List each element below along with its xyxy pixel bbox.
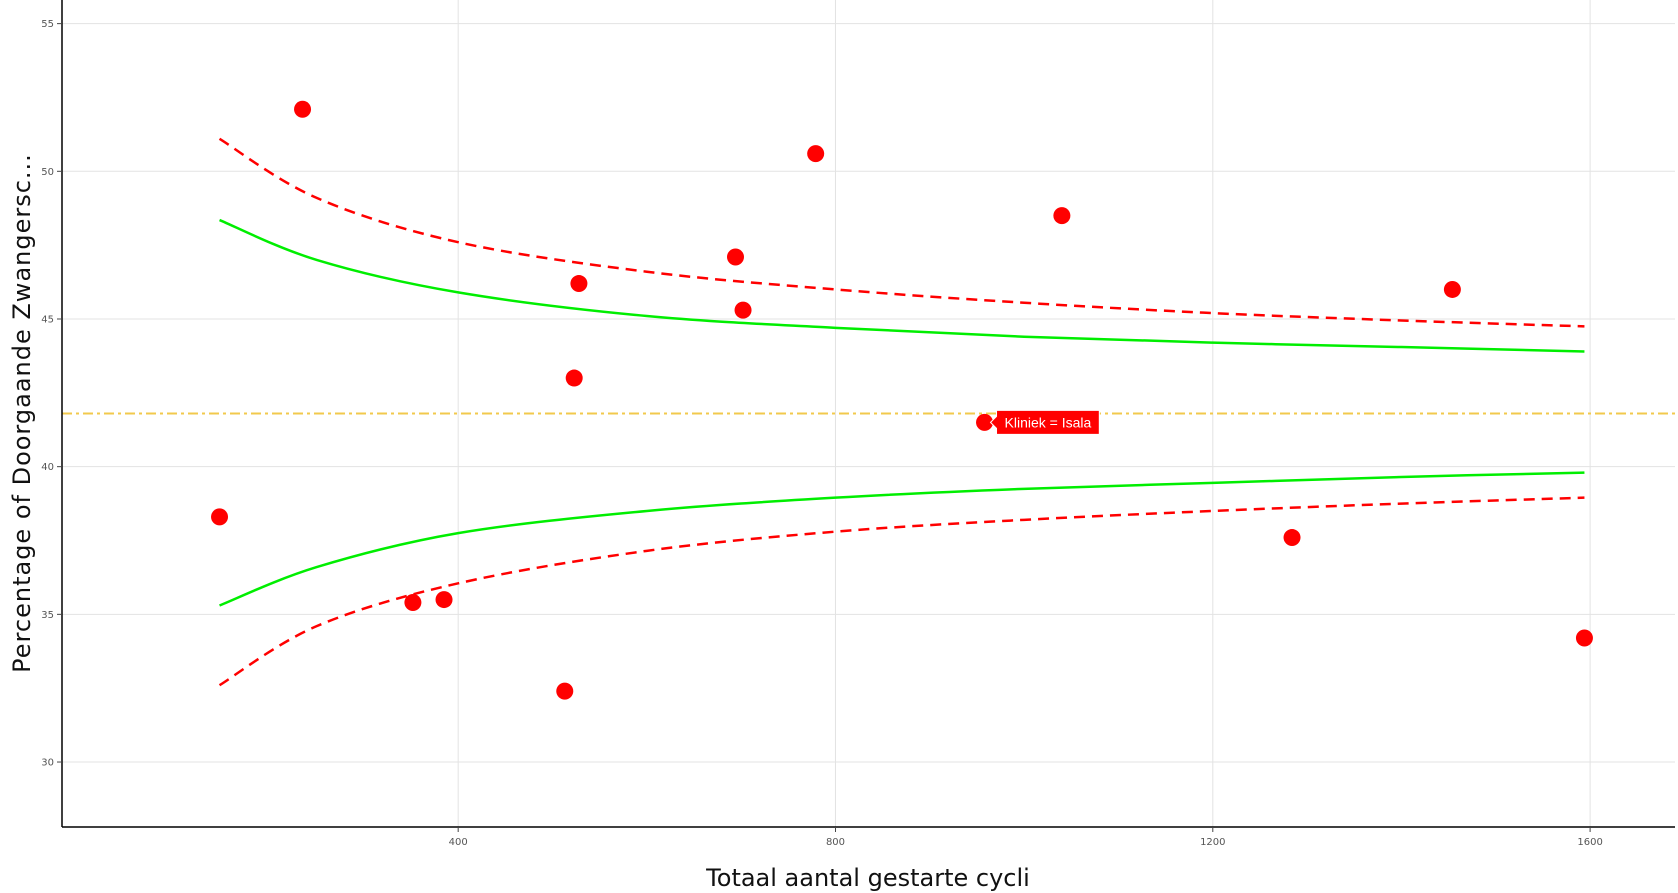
tooltip-box bbox=[989, 409, 1100, 435]
data-point[interactable] bbox=[807, 145, 825, 163]
y-tick-label: 35 bbox=[41, 610, 54, 621]
x-axis-title: Totaal aantal gestarte cycli bbox=[705, 864, 1030, 892]
data-points bbox=[211, 100, 1593, 700]
axes bbox=[61, 0, 1675, 828]
x-tick-label: 400 bbox=[449, 837, 468, 848]
x-tick-label: 800 bbox=[826, 837, 845, 848]
y-tick-label: 55 bbox=[41, 19, 54, 30]
data-point[interactable] bbox=[1443, 280, 1461, 298]
inner-limit-line-0 bbox=[219, 218, 1585, 353]
data-point[interactable] bbox=[1053, 207, 1071, 225]
inner-limit-line-1 bbox=[219, 471, 1585, 607]
hover-tooltip: Kliniek = Isala bbox=[989, 409, 1100, 435]
data-point[interactable] bbox=[976, 413, 994, 431]
data-point[interactable] bbox=[556, 682, 574, 700]
axis-ticks: 400 800 1200 1600 30 35 40 45 50 55 bbox=[41, 19, 1603, 848]
outer-limit-line-2 bbox=[218, 137, 1585, 328]
y-axis-title: Percentage of Doorgaande Zwangersc... bbox=[8, 153, 36, 673]
data-point[interactable] bbox=[1283, 529, 1301, 547]
data-point[interactable] bbox=[211, 508, 229, 526]
y-tick-label: 30 bbox=[41, 758, 54, 769]
x-tick-label: 1600 bbox=[1577, 837, 1602, 848]
tooltip-label: Kliniek = Isala bbox=[1005, 414, 1092, 430]
data-point[interactable] bbox=[726, 248, 744, 266]
data-point[interactable] bbox=[565, 369, 583, 387]
y-tick-label: 45 bbox=[41, 314, 54, 325]
grid-lines bbox=[62, 0, 1675, 827]
x-tick-label: 1200 bbox=[1200, 837, 1225, 848]
y-tick-label: 40 bbox=[41, 462, 54, 473]
data-point[interactable] bbox=[435, 591, 453, 609]
data-point[interactable] bbox=[570, 275, 588, 293]
outer-limit-line-3 bbox=[218, 496, 1585, 687]
data-point[interactable] bbox=[734, 301, 752, 319]
data-point[interactable] bbox=[404, 594, 422, 612]
control-limit-lines bbox=[218, 137, 1585, 687]
data-point[interactable] bbox=[294, 100, 312, 118]
y-tick-label: 50 bbox=[41, 167, 54, 178]
data-point[interactable] bbox=[1575, 629, 1593, 647]
